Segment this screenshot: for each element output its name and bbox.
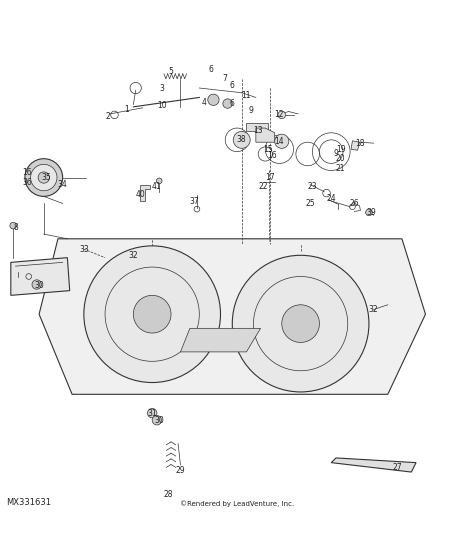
- Text: 28: 28: [164, 490, 173, 499]
- Circle shape: [223, 99, 232, 108]
- Text: 4: 4: [201, 98, 207, 107]
- Text: 37: 37: [190, 197, 200, 206]
- Circle shape: [10, 222, 17, 229]
- Text: 27: 27: [392, 463, 402, 472]
- Text: 34: 34: [58, 180, 67, 189]
- Text: 13: 13: [254, 126, 263, 135]
- Circle shape: [133, 295, 171, 333]
- Text: 12: 12: [274, 111, 284, 119]
- Text: 9: 9: [334, 149, 338, 158]
- Text: 24: 24: [327, 194, 336, 204]
- Text: 38: 38: [237, 135, 246, 144]
- Text: ©Rendered by LeadVenture, Inc.: ©Rendered by LeadVenture, Inc.: [181, 500, 295, 508]
- Text: 2: 2: [105, 112, 110, 121]
- Text: 23: 23: [308, 182, 317, 191]
- Circle shape: [31, 164, 57, 191]
- Text: 3: 3: [159, 84, 164, 92]
- Text: 31: 31: [147, 409, 157, 418]
- Text: 26: 26: [350, 199, 360, 208]
- Text: 8: 8: [13, 222, 18, 232]
- Circle shape: [232, 255, 369, 392]
- Circle shape: [156, 178, 162, 184]
- Text: 25: 25: [305, 199, 315, 208]
- FancyBboxPatch shape: [246, 123, 268, 132]
- Circle shape: [147, 409, 157, 418]
- Circle shape: [32, 280, 41, 289]
- Text: 6: 6: [230, 81, 235, 90]
- Polygon shape: [181, 328, 261, 352]
- Circle shape: [233, 132, 250, 148]
- Circle shape: [365, 209, 372, 216]
- Text: 14: 14: [274, 137, 284, 146]
- Circle shape: [25, 159, 63, 196]
- Text: 32: 32: [128, 251, 138, 260]
- Text: 19: 19: [336, 145, 346, 154]
- Text: MX: MX: [169, 253, 257, 300]
- Text: 35: 35: [41, 173, 51, 182]
- Polygon shape: [331, 458, 416, 472]
- Circle shape: [278, 111, 285, 119]
- Text: 40: 40: [136, 190, 145, 199]
- Text: 39: 39: [366, 208, 376, 217]
- Circle shape: [38, 172, 49, 183]
- Text: 6: 6: [230, 98, 235, 108]
- Text: 1: 1: [124, 105, 128, 114]
- Text: 30: 30: [34, 281, 44, 290]
- Text: 33: 33: [79, 244, 89, 254]
- Polygon shape: [351, 141, 359, 150]
- Text: 29: 29: [176, 466, 185, 475]
- Circle shape: [282, 305, 319, 342]
- Text: 18: 18: [355, 139, 364, 148]
- Text: 41: 41: [152, 182, 162, 191]
- Text: 10: 10: [157, 101, 166, 111]
- Polygon shape: [39, 239, 426, 394]
- Polygon shape: [256, 128, 275, 142]
- Text: 16: 16: [267, 152, 277, 160]
- Circle shape: [152, 415, 162, 425]
- Text: 32: 32: [369, 305, 378, 314]
- Text: 20: 20: [336, 154, 346, 163]
- Text: 30: 30: [155, 416, 164, 425]
- Text: 21: 21: [336, 164, 346, 173]
- Circle shape: [208, 94, 219, 106]
- Text: 5: 5: [169, 67, 173, 76]
- Text: 11: 11: [242, 91, 251, 100]
- Text: 6: 6: [209, 65, 213, 74]
- Circle shape: [84, 246, 220, 383]
- Polygon shape: [11, 258, 70, 295]
- Text: 9: 9: [249, 106, 254, 115]
- Polygon shape: [140, 185, 150, 201]
- Text: 15: 15: [263, 145, 273, 154]
- Text: 22: 22: [258, 182, 268, 191]
- Text: 17: 17: [265, 173, 275, 182]
- Text: MX331631: MX331631: [6, 498, 51, 508]
- Text: 36: 36: [22, 178, 32, 187]
- Circle shape: [275, 134, 289, 148]
- Text: 7: 7: [223, 74, 228, 83]
- Text: 16: 16: [22, 168, 32, 178]
